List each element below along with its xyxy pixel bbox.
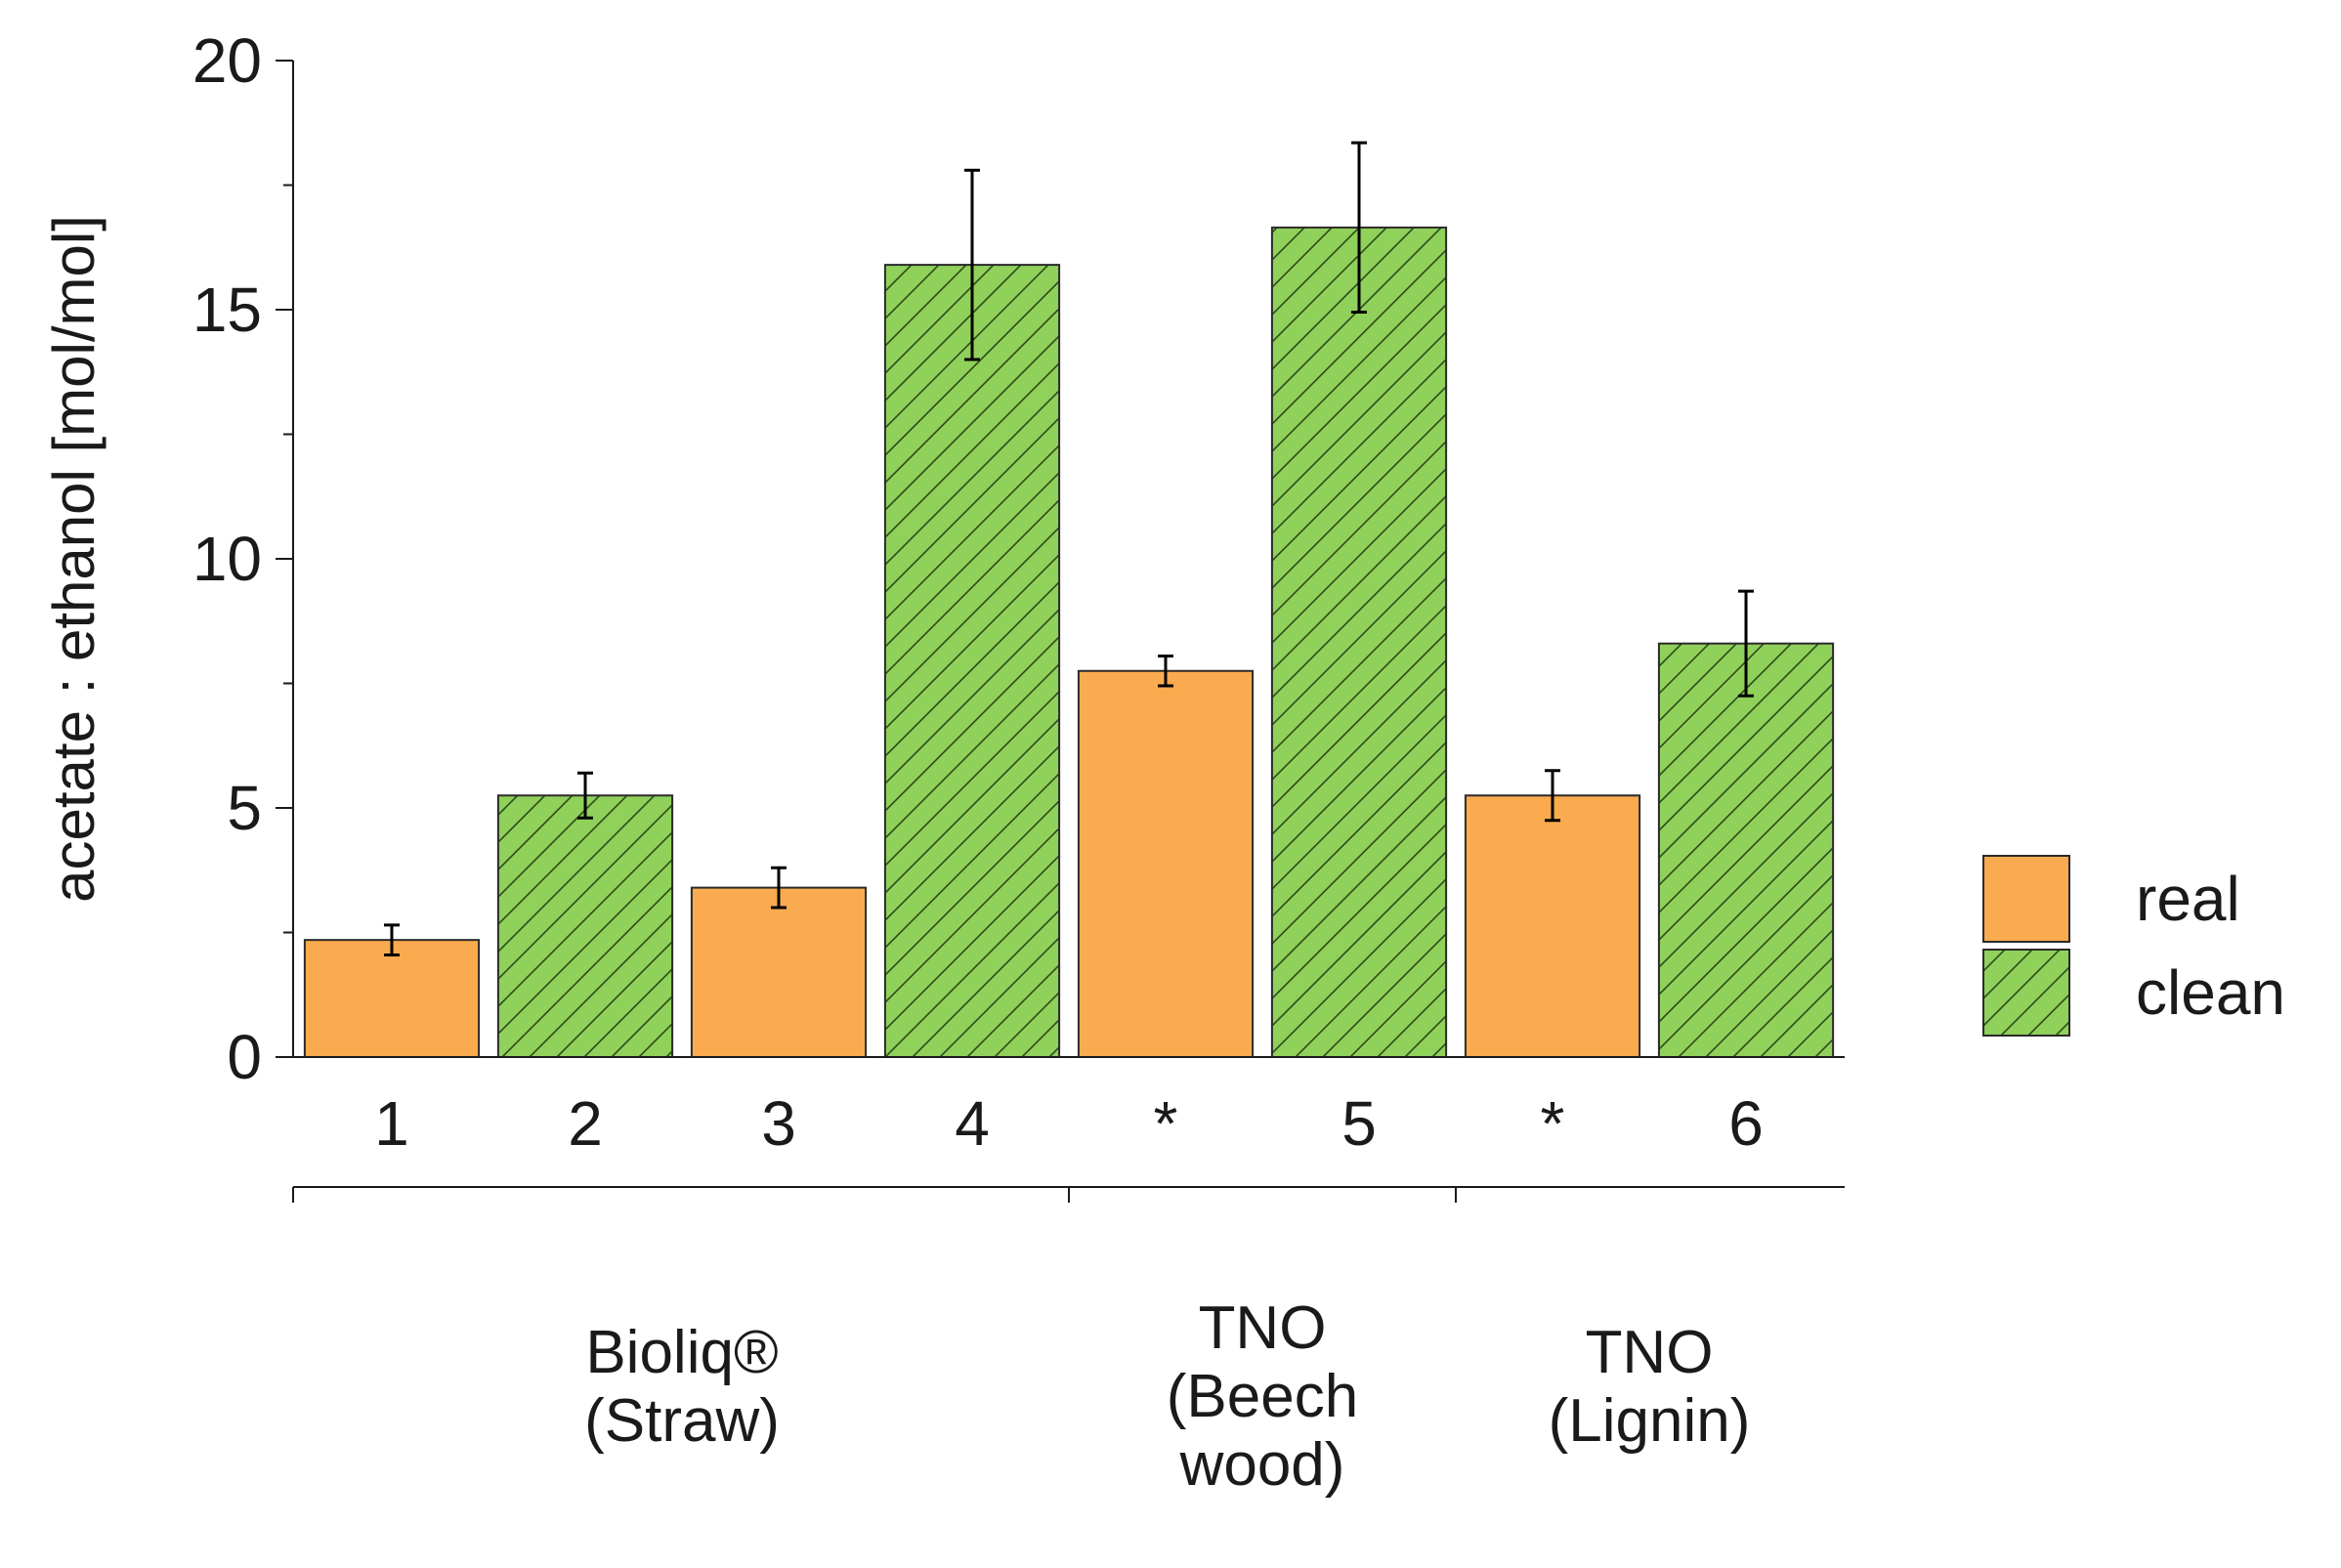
bar-clean [1270, 226, 1448, 1059]
x-tick-label: 1 [374, 1088, 409, 1159]
bar-real [303, 939, 481, 1059]
x-tick-label: 6 [1728, 1088, 1764, 1159]
x-tick-label: * [1541, 1088, 1565, 1159]
legend-swatch-clean [1982, 949, 2070, 1037]
legend-swatch-real [1982, 855, 2070, 943]
y-axis-label: acetate : ethanol [mol/mol] [41, 215, 106, 903]
bars-layer [303, 141, 1835, 1059]
legend-label-clean: clean [2136, 957, 2285, 1028]
group-label-line: (Straw) [584, 1387, 780, 1455]
labels-layer: 1 2 3 4 * 5 * 6 0 5 10 15 20 acetate : ethanol [mol/m… [41, 25, 1764, 1499]
group-label-line: (Lignin) [1549, 1387, 1751, 1455]
bar-real [1464, 794, 1641, 1058]
x-tick-label: * [1154, 1088, 1178, 1159]
bar-real [1077, 669, 1255, 1058]
group-label-line: TNO [1586, 1319, 1714, 1386]
group-label-line: (Beech [1167, 1363, 1358, 1430]
legend: real clean [1982, 855, 2285, 1037]
axes-layer [276, 60, 1845, 1203]
x-tick-label: 3 [761, 1088, 796, 1159]
bar-clean [883, 264, 1061, 1059]
x-tick-label: 5 [1341, 1088, 1377, 1159]
y-tick-label: 10 [192, 524, 262, 594]
bar-real [690, 886, 868, 1058]
y-tick-label: 15 [192, 275, 262, 345]
legend-label-real: real [2136, 864, 2240, 934]
bar-clean [1657, 642, 1835, 1058]
x-tick-label: 2 [568, 1088, 603, 1159]
group-label-line: wood) [1179, 1431, 1345, 1499]
bar-clean [496, 794, 674, 1058]
group-label-line: TNO [1199, 1294, 1327, 1362]
y-tick-label: 0 [227, 1022, 262, 1092]
group-label-line: Bioliq® [585, 1319, 778, 1386]
y-tick-label: 20 [192, 25, 262, 96]
y-tick-label: 5 [227, 773, 262, 843]
x-tick-label: 4 [955, 1088, 990, 1159]
